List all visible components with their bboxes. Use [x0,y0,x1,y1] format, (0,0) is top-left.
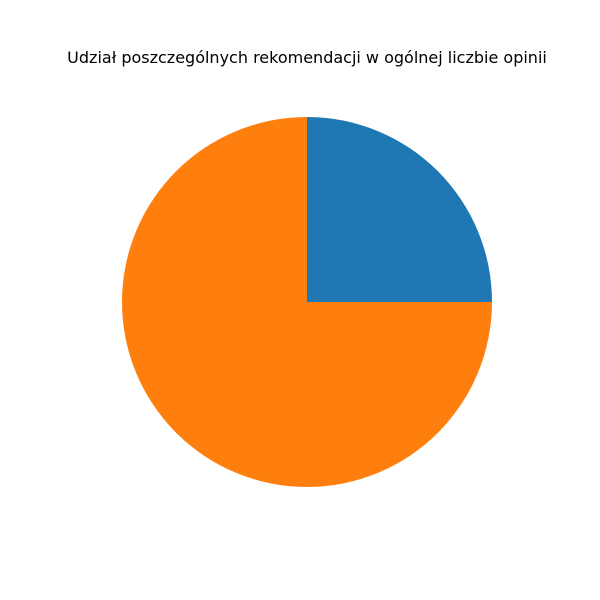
pie-slices [122,117,492,487]
pie-slice-1 [307,117,492,302]
pie-slice-2 [122,117,492,487]
chart-title: Udział poszczególnych rekomendacji w ogó… [67,48,547,67]
